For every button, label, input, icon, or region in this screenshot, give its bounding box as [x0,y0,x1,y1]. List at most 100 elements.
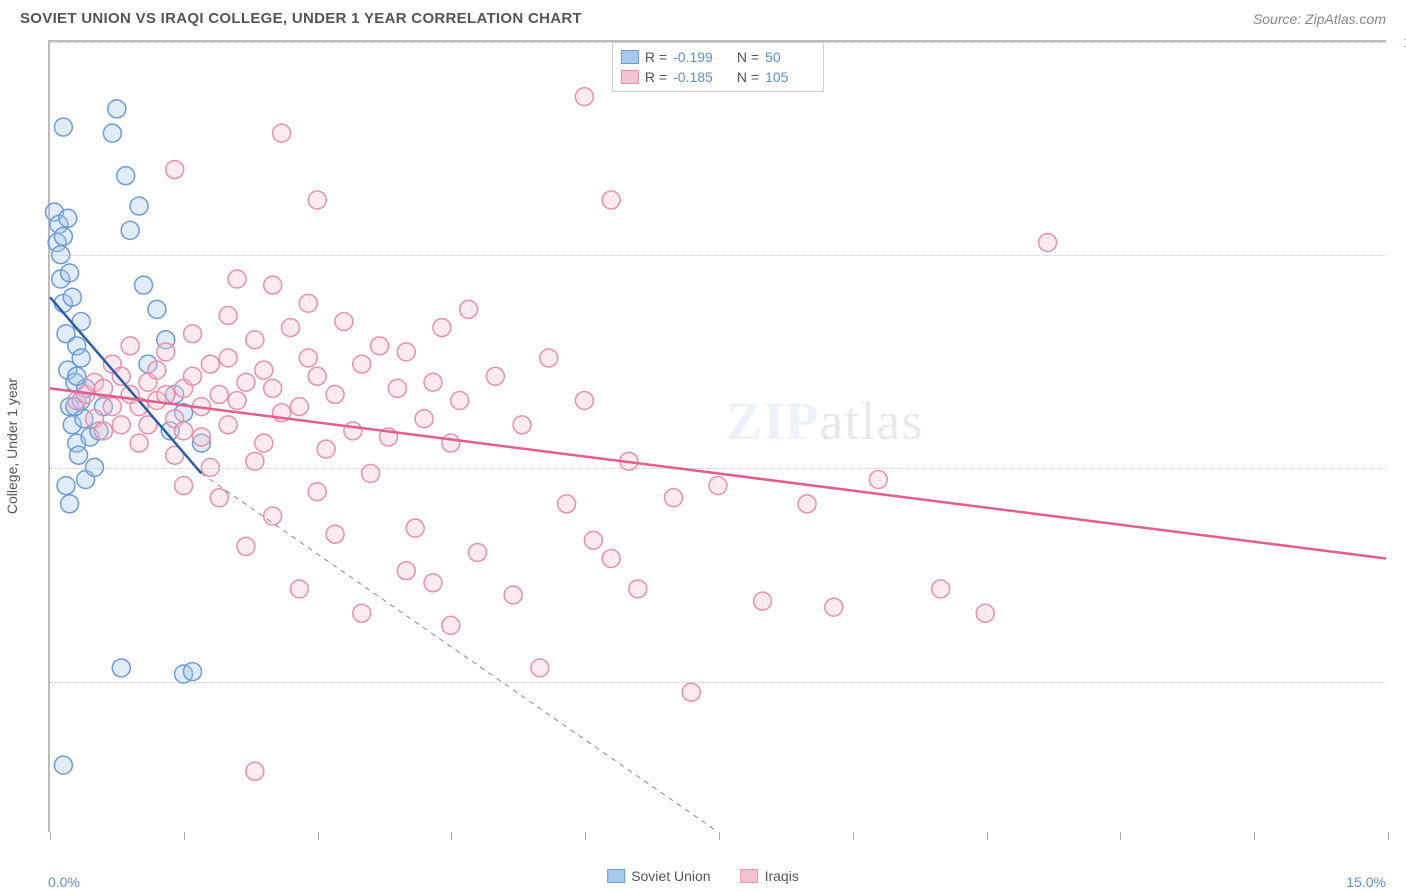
scatter-point [558,495,576,513]
scatter-point [397,562,415,580]
scatter-point [184,367,202,385]
x-tick [585,832,586,840]
legend-n-value: 50 [765,49,815,65]
scatter-point [362,464,380,482]
scatter-point [825,598,843,616]
legend-row: R = -0.199 N = 50 [621,47,815,67]
scatter-point [504,586,522,604]
chart-plot-area: 47.5%65.0%82.5%100.0% ZIPatlas R = -0.19… [48,40,1386,832]
scatter-point [94,422,112,440]
x-tick [50,832,51,840]
scatter-point [201,458,219,476]
scatter-point [61,264,79,282]
scatter-point [54,756,72,774]
scatter-point [135,276,153,294]
scatter-point [299,294,317,312]
legend-row: R = -0.185 N = 105 [621,67,815,87]
scatter-point [175,477,193,495]
y-tick-label: 47.5% [1391,674,1406,690]
legend-swatch [621,50,639,64]
scatter-point [433,319,451,337]
correlation-legend: R = -0.199 N = 50R = -0.185 N = 105 [612,42,824,92]
scatter-point [344,422,362,440]
scatter-point [602,550,620,568]
legend-label: Iraqis [765,868,799,884]
scatter-point [308,483,326,501]
scatter-point [1039,234,1057,252]
legend-label: Soviet Union [631,868,710,884]
legend-r-label: R = [645,49,667,65]
scatter-point [121,221,139,239]
scatter-point [237,537,255,555]
x-min-label: 0.0% [48,874,80,890]
scatter-point [72,349,90,367]
scatter-point [406,519,424,537]
scatter-point [166,161,184,179]
trend-line [50,388,1386,558]
x-tick [1120,832,1121,840]
scatter-point [629,580,647,598]
scatter-point [513,416,531,434]
x-tick [1254,832,1255,840]
scatter-point [308,191,326,209]
scatter-point [175,422,193,440]
scatter-point [210,385,228,403]
scatter-point [264,507,282,525]
scatter-point [210,489,228,507]
scatter-point [317,440,335,458]
scatter-point [237,373,255,391]
scatter-point [112,367,130,385]
x-tick [451,832,452,840]
scatter-point [584,531,602,549]
scatter-point [54,227,72,245]
scatter-point [130,434,148,452]
legend-r-label: R = [645,69,667,85]
scatter-point [68,367,86,385]
scatter-point [54,118,72,136]
y-axis-label: College, Under 1 year [4,378,20,514]
legend-item: Iraqis [741,868,799,884]
scatter-point [184,325,202,343]
scatter-point [219,349,237,367]
scatter-point [264,379,282,397]
scatter-point [299,349,317,367]
legend-n-value: 105 [765,69,815,85]
scatter-point [63,288,81,306]
scatter-point [112,659,130,677]
scatter-point [246,762,264,780]
scatter-point [57,477,75,495]
scatter-point [290,398,308,416]
scatter-point [255,434,273,452]
scatter-point [273,124,291,142]
x-tick [1388,832,1389,840]
scatter-point [664,489,682,507]
x-tick [318,832,319,840]
scatter-point [326,525,344,543]
scatter-point [148,300,166,318]
scatter-point [86,458,104,476]
scatter-point [130,197,148,215]
scatter-point [201,355,219,373]
scatter-point [308,367,326,385]
scatter-point [371,337,389,355]
x-max-label: 15.0% [1346,874,1386,890]
scatter-point [246,452,264,470]
series-legend: Soviet Union Iraqis [607,868,799,884]
scatter-point [52,246,70,264]
scatter-point [148,361,166,379]
scatter-point [976,604,994,622]
scatter-point [121,337,139,355]
scatter-point [388,379,406,397]
scatter-point [397,343,415,361]
scatter-point [228,270,246,288]
scatter-point [157,385,175,403]
scatter-point [264,276,282,294]
scatter-point [486,367,504,385]
x-tick [987,832,988,840]
scatter-point [424,574,442,592]
scatter-point [460,300,478,318]
legend-r-value: -0.185 [673,69,723,85]
legend-n-label: N = [729,49,759,65]
scatter-point [61,495,79,513]
scatter-point [59,209,77,227]
